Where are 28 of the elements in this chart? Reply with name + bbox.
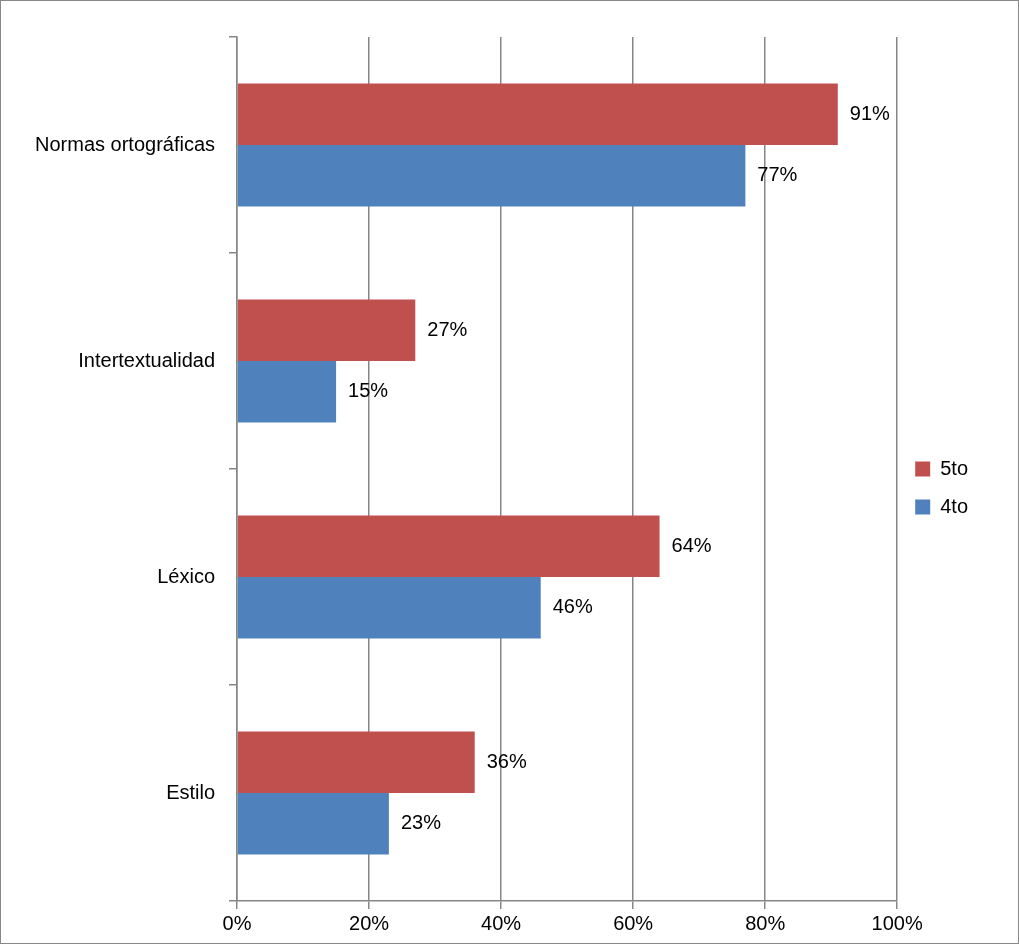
data-label: 36%	[486, 749, 527, 772]
bar	[237, 299, 416, 361]
x-tick-label: 20%	[349, 911, 390, 934]
legend-label: 5to	[940, 456, 969, 479]
x-tick-label: 100%	[871, 911, 923, 934]
legend-label: 4to	[940, 494, 969, 517]
data-label: 23%	[400, 811, 442, 834]
x-tick-label: 60%	[613, 911, 654, 934]
bar	[237, 361, 337, 423]
bar	[237, 577, 541, 639]
bar	[237, 731, 475, 793]
bar	[237, 145, 746, 207]
data-label: 64%	[671, 533, 712, 556]
x-tick-label: 40%	[481, 911, 522, 934]
data-label: 46%	[552, 595, 593, 618]
data-label: 15%	[348, 379, 389, 402]
x-tick-label: 0%	[222, 911, 252, 934]
data-label: 27%	[427, 317, 468, 340]
y-tick-label: Léxico	[157, 564, 216, 587]
x-tick-label: 80%	[745, 911, 786, 934]
bar	[237, 793, 389, 855]
data-label: 91%	[849, 101, 891, 124]
bar	[237, 515, 660, 577]
y-tick-label: Intertextualidad	[78, 348, 216, 371]
bar	[237, 83, 838, 145]
y-tick-label: Estilo	[166, 780, 216, 803]
data-label: 77%	[757, 163, 798, 186]
y-tick-label: Normas ortográficas	[35, 132, 216, 155]
